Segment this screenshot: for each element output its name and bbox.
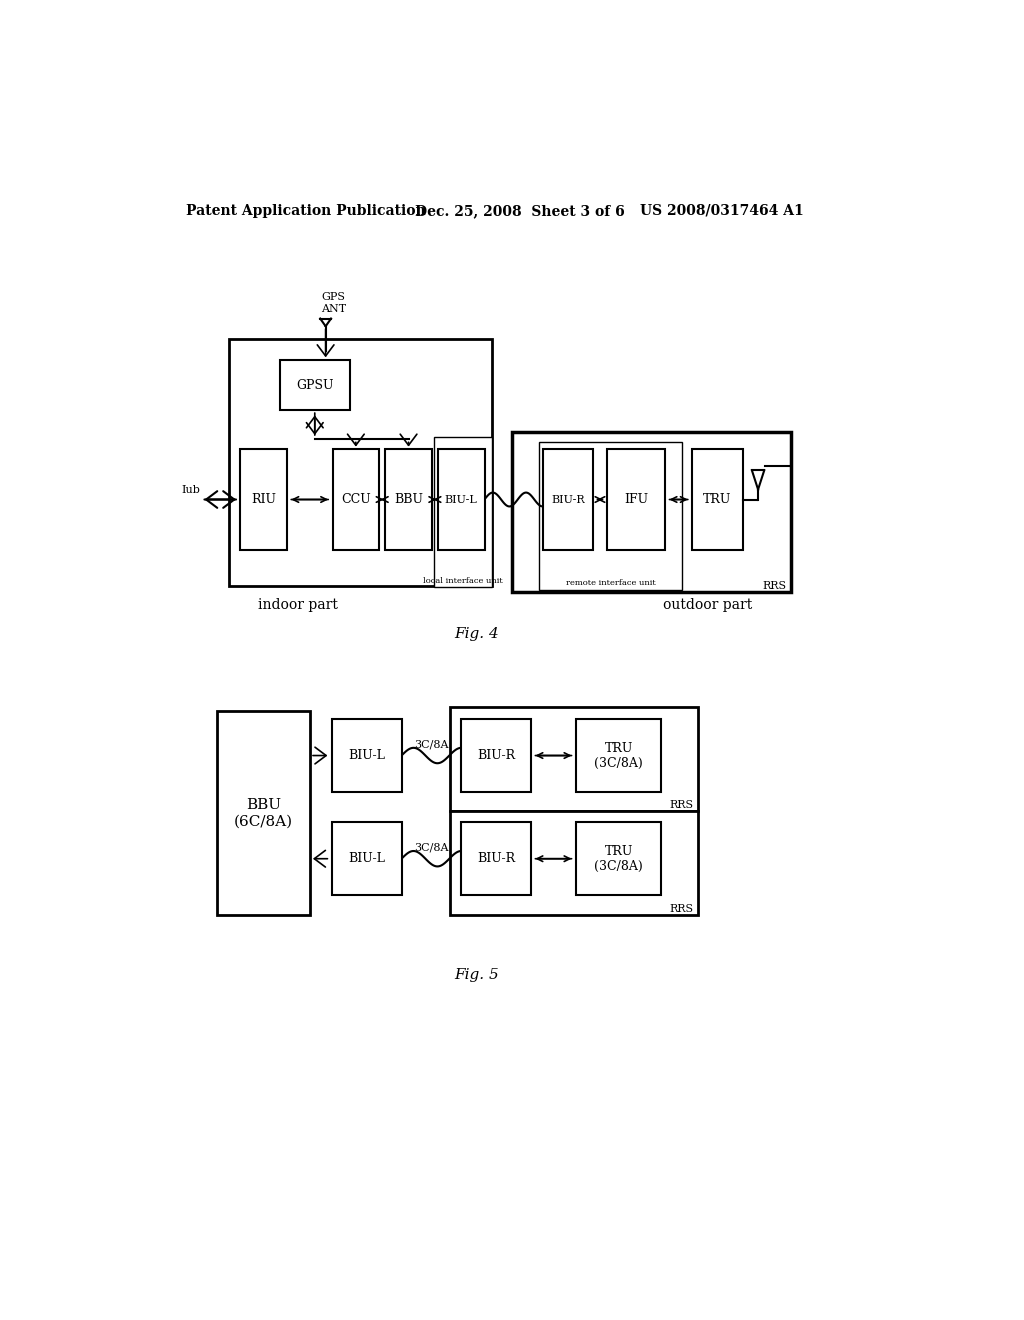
Text: US 2008/0317464 A1: US 2008/0317464 A1 — [640, 203, 803, 218]
Text: 3C/8A: 3C/8A — [414, 843, 449, 853]
Text: BBU: BBU — [394, 492, 423, 506]
Text: Fig. 4: Fig. 4 — [455, 627, 499, 642]
Bar — [385, 450, 432, 549]
Bar — [332, 822, 401, 895]
Text: RIU: RIU — [251, 492, 276, 506]
Bar — [217, 711, 310, 915]
Text: BIU-L: BIU-L — [348, 853, 385, 865]
Bar — [575, 719, 662, 792]
Bar — [450, 812, 697, 915]
Text: BIU-R: BIU-R — [477, 853, 515, 865]
Bar — [512, 432, 791, 591]
Text: 3C/8A: 3C/8A — [414, 739, 449, 750]
Text: outdoor part: outdoor part — [663, 598, 752, 612]
Text: TRU: TRU — [703, 492, 731, 506]
Text: GPS
ANT: GPS ANT — [321, 292, 346, 314]
Text: TRU
(3C/8A): TRU (3C/8A) — [594, 742, 643, 770]
Bar — [434, 437, 493, 587]
Bar — [333, 450, 379, 549]
Text: BBU
(6C/8A): BBU (6C/8A) — [234, 799, 293, 829]
Text: IFU: IFU — [624, 492, 648, 506]
Text: Dec. 25, 2008  Sheet 3 of 6: Dec. 25, 2008 Sheet 3 of 6 — [415, 203, 625, 218]
Bar — [539, 442, 682, 590]
Bar — [461, 822, 531, 895]
Bar — [332, 719, 401, 792]
Bar — [543, 450, 593, 549]
Text: RRS: RRS — [763, 581, 786, 591]
Bar — [438, 450, 484, 549]
Text: TRU
(3C/8A): TRU (3C/8A) — [594, 845, 643, 873]
Bar — [228, 339, 493, 586]
Bar — [692, 450, 742, 549]
Text: RRS: RRS — [670, 800, 693, 810]
Bar — [607, 450, 665, 549]
Text: BIU-R: BIU-R — [477, 748, 515, 762]
Text: indoor part: indoor part — [258, 598, 338, 612]
Text: Iub: Iub — [181, 486, 200, 495]
Bar — [241, 450, 287, 549]
Bar — [575, 822, 662, 895]
Text: BIU-L: BIU-L — [444, 495, 477, 504]
Text: local interface unit: local interface unit — [423, 577, 503, 585]
Text: Fig. 5: Fig. 5 — [455, 968, 499, 982]
Bar — [450, 708, 697, 812]
Text: RRS: RRS — [670, 904, 693, 915]
Text: remote interface unit: remote interface unit — [565, 579, 655, 587]
Text: BIU-R: BIU-R — [551, 495, 585, 504]
Bar — [280, 360, 349, 411]
Text: Patent Application Publication: Patent Application Publication — [186, 203, 426, 218]
Text: CCU: CCU — [341, 492, 371, 506]
Text: BIU-L: BIU-L — [348, 748, 385, 762]
Bar — [461, 719, 531, 792]
Text: GPSU: GPSU — [296, 379, 334, 392]
